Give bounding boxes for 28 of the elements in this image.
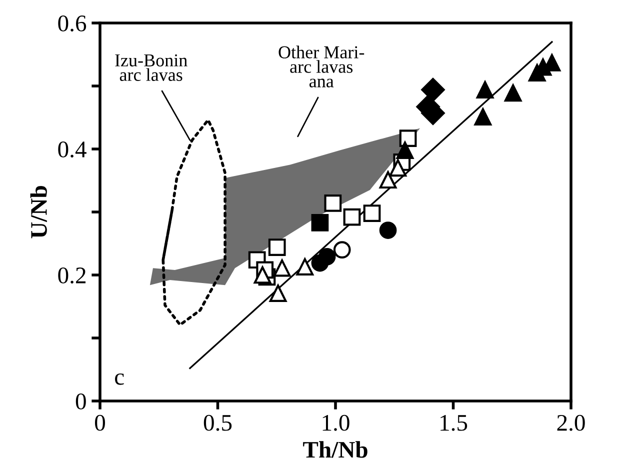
- point: [421, 78, 445, 102]
- point: [318, 248, 336, 266]
- x-tick-label: 0.5: [204, 414, 232, 431]
- point: [254, 266, 272, 284]
- point: [324, 194, 342, 212]
- y-tick-label: 0.2: [58, 267, 86, 284]
- x-axis-title: Th/Nb: [303, 441, 368, 458]
- y-tick-label: 0: [76, 393, 86, 410]
- point: [476, 81, 494, 98]
- point: [399, 130, 417, 147]
- annotation: c: [115, 374, 124, 385]
- annotation: Other Mari- arc lavas ana: [278, 46, 364, 88]
- annotation: Izu-Bonin arc lavas: [115, 54, 188, 81]
- point: [504, 84, 522, 102]
- point: [311, 214, 329, 232]
- point: [268, 238, 286, 256]
- x-tick-label: 0: [94, 414, 106, 431]
- point: [343, 208, 361, 226]
- y-tick-label: 0.4: [58, 141, 86, 158]
- x-tick-label: 1.5: [440, 414, 468, 431]
- point: [396, 142, 414, 159]
- point: [474, 108, 492, 126]
- y-tick-label: 0.6: [58, 15, 86, 32]
- x-tick-label: 1.0: [322, 414, 350, 431]
- y-axis-title: U/Nb: [30, 186, 47, 238]
- x-tick-label: 2.0: [557, 414, 585, 431]
- point: [379, 222, 397, 239]
- point: [528, 64, 546, 82]
